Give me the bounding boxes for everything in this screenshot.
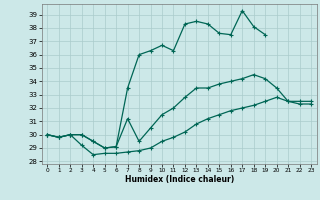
X-axis label: Humidex (Indice chaleur): Humidex (Indice chaleur) [124,175,234,184]
